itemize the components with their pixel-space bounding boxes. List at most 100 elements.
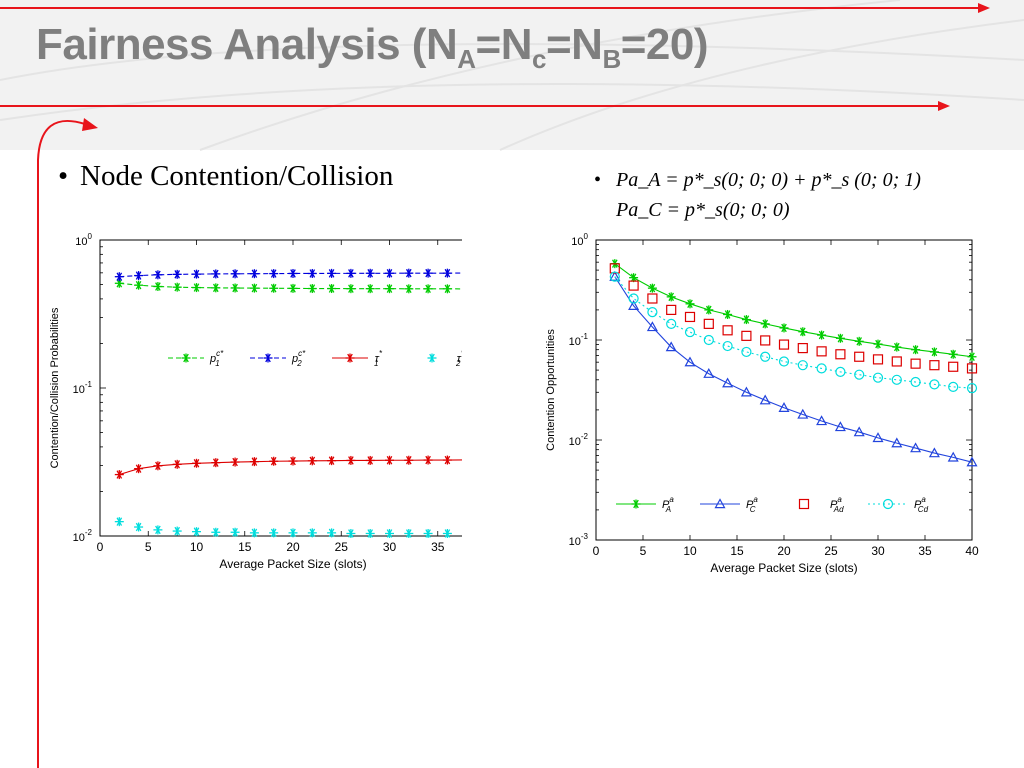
- data-point-square: [628, 280, 639, 291]
- data-point-asterisk: [249, 457, 259, 467]
- data-point-asterisk: [153, 525, 163, 535]
- data-point-asterisk: [685, 299, 695, 309]
- data-point-asterisk: [134, 271, 144, 281]
- data-point-asterisk: [269, 528, 279, 538]
- data-point-asterisk: [365, 284, 375, 294]
- data-point-circle: [891, 374, 902, 385]
- data-point-asterisk: [798, 327, 808, 337]
- y-tick-label: 10-1: [569, 332, 589, 348]
- data-point-asterisk: [423, 284, 433, 294]
- data-point-asterisk: [442, 268, 452, 278]
- data-point-triangle: [722, 377, 734, 388]
- y-tick-label: 100: [75, 232, 92, 248]
- data-point-triangle: [703, 367, 715, 378]
- x-tick-label: 35: [431, 540, 445, 554]
- data-point-triangle: [816, 415, 828, 426]
- data-point-asterisk: [948, 349, 958, 359]
- data-point-square: [854, 351, 865, 362]
- data-point-asterisk: [307, 284, 317, 294]
- data-point-circle: [647, 307, 658, 318]
- data-point-circle: [778, 356, 790, 367]
- x-tick-label: 15: [238, 540, 252, 554]
- legend-label: pc* 1: [209, 349, 224, 368]
- data-point-asterisk: [404, 455, 414, 465]
- data-point-asterisk: [385, 528, 394, 538]
- legend-label: Pa A: [662, 495, 674, 514]
- data-point-square: [797, 342, 808, 354]
- y-tick-label: 100: [571, 232, 588, 248]
- equation-pa-c: Pa_C = p*_s(0; 0; 0): [616, 199, 790, 221]
- data-point-asterisk: [249, 269, 259, 279]
- data-point-square: [741, 330, 752, 341]
- series-c: [609, 270, 978, 467]
- legend: Pa A Pa C Pa Ad Pa Cd: [616, 495, 929, 514]
- x-tick-label: 5: [640, 544, 647, 558]
- left-rule: [37, 119, 86, 768]
- data-point-asterisk: [442, 528, 452, 538]
- data-point-asterisk: [327, 456, 337, 466]
- y-tick-label: 10-2: [73, 528, 93, 544]
- data-point-triangle: [910, 442, 922, 453]
- data-point-asterisk: [192, 527, 201, 537]
- data-point-circle: [609, 271, 620, 282]
- data-point-circle: [929, 379, 940, 390]
- data-point-square: [891, 356, 902, 367]
- data-point-asterisk: [211, 458, 221, 468]
- legend-item: pc* 1: [168, 349, 224, 368]
- data-point-circle: [797, 360, 808, 371]
- legend-item: Pa C: [700, 495, 758, 514]
- data-point-triangle: [872, 432, 884, 443]
- chart-contention-opportunities: 0 5 10 15 20 25 30 35 40 100 10-1 10-2 10-3 Average P…: [540, 228, 1000, 593]
- data-point-asterisk: [423, 455, 433, 465]
- data-point-asterisk: [911, 345, 921, 355]
- x-tick-label: 0: [593, 544, 600, 558]
- data-point-asterisk: [346, 528, 356, 538]
- data-point-asterisk: [442, 455, 452, 465]
- data-point-square: [760, 335, 771, 346]
- data-point-asterisk: [288, 283, 298, 293]
- data-point-asterisk: [666, 292, 676, 302]
- data-point-circle: [666, 318, 677, 329]
- data-point-triangle: [609, 270, 621, 281]
- data-point-asterisk: [269, 283, 279, 293]
- data-point-asterisk: [114, 517, 124, 527]
- data-point-asterisk: [327, 528, 337, 538]
- y-tick-label: 10-3: [569, 532, 589, 548]
- y-axis-label: Contention Opportunities: [545, 329, 557, 451]
- data-point-asterisk: [249, 528, 259, 538]
- equation-line-1: • Pa_A = p*_s(0; 0; 0) + p*_s (0; 0; 1): [594, 165, 921, 195]
- data-point-asterisk: [404, 284, 414, 294]
- x-axis-label: Average Packet Size (slots): [710, 561, 857, 575]
- x-tick-label: 25: [824, 544, 838, 558]
- y-axis-label: Contention/Collision Probabilities: [49, 307, 61, 468]
- data-point-asterisk: [172, 459, 182, 469]
- legend-item: Pa A: [616, 495, 674, 514]
- data-point-asterisk: [192, 283, 201, 293]
- x-tick-label: 10: [190, 540, 204, 554]
- x-tick-label: 10: [683, 544, 697, 558]
- data-point-asterisk: [404, 528, 414, 538]
- data-point-circle: [882, 498, 894, 510]
- data-point-triangle: [891, 437, 903, 448]
- data-point-triangle: [646, 321, 658, 332]
- bullet-left-text: Node Contention/Collision: [80, 160, 394, 192]
- data-point-asterisk: [172, 269, 182, 279]
- series-line: [614, 276, 973, 463]
- data-point-asterisk: [269, 456, 279, 466]
- data-point-square: [872, 354, 884, 365]
- data-point-asterisk: [211, 283, 221, 293]
- data-point-asterisk: [114, 272, 124, 282]
- data-point-asterisk: [365, 528, 375, 538]
- data-point-asterisk: [892, 342, 902, 352]
- data-point-circle: [703, 334, 714, 346]
- data-point-asterisk: [385, 455, 394, 465]
- data-point-square: [778, 339, 790, 350]
- data-point-asterisk: [134, 522, 144, 532]
- data-point-asterisk: [307, 456, 317, 466]
- data-point-square: [910, 358, 921, 369]
- data-point-asterisk: [288, 268, 298, 278]
- bullet-node-contention: • Node Contention/Collision: [58, 160, 393, 193]
- x-tick-label: 5: [145, 540, 152, 554]
